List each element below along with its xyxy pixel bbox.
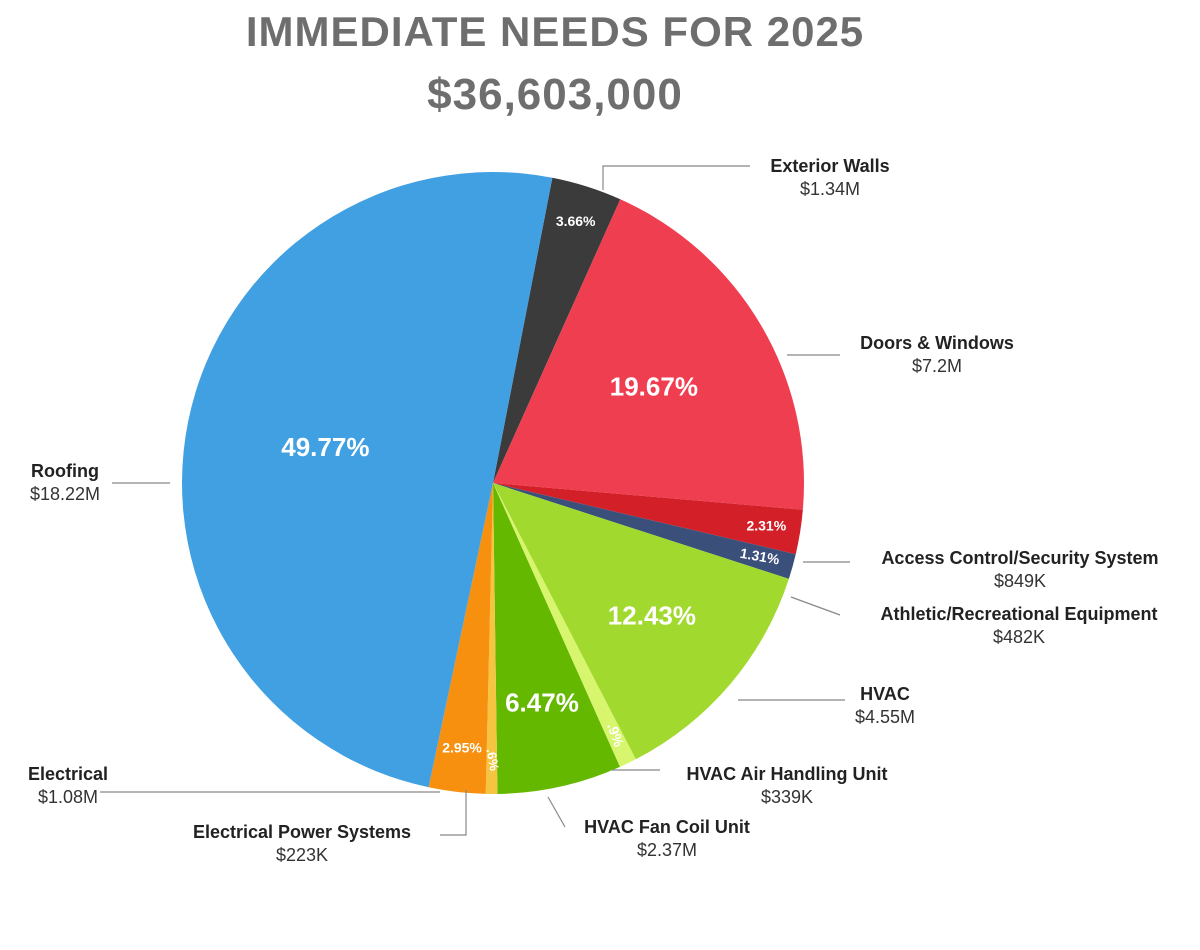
leader-line [602, 165, 750, 190]
pie-slice-5 [493, 483, 789, 760]
leader-line [547, 796, 566, 828]
pie-slice-2 [493, 199, 804, 510]
slice-name-label: HVAC Fan Coil Unit [584, 817, 750, 837]
slice-percent-label: 12.43% [608, 601, 696, 631]
slice-name-label: Doors & Windows [860, 333, 1014, 353]
slice-value-label: $7.2M [912, 356, 962, 376]
slice-name-label: Electrical [28, 764, 108, 784]
slice-name-label: HVAC Air Handling Unit [687, 764, 888, 784]
chart-title: IMMEDIATE NEEDS FOR 2025 [245, 8, 865, 55]
chart-subtitle: $36,603,000 [427, 70, 683, 119]
slice-value-label: $223K [276, 845, 328, 865]
slice-percent-label: .6% [483, 747, 502, 772]
slice-value-label: $482K [993, 627, 1045, 647]
slice-name-label: Roofing [31, 461, 99, 481]
slice-value-label: $18.22M [30, 484, 100, 504]
slice-percent-label: 2.31% [746, 517, 786, 533]
leader-line [440, 790, 467, 836]
pie-slice-6 [493, 483, 636, 767]
pie-slice-10 [181, 171, 553, 788]
slice-percent-label: 6.47% [505, 688, 579, 718]
slice-value-label: $2.37M [637, 840, 697, 860]
pie-labels: 3.66% Exterior Walls $1.34M 19.67% Doors & W… [28, 156, 1159, 865]
slice-percent-label: 3.66% [556, 213, 596, 229]
pie-slice-7 [493, 483, 620, 794]
slice-name-label: HVAC [860, 684, 910, 704]
pie-slice-3 [493, 483, 803, 555]
slice-value-label: $1.34M [800, 179, 860, 199]
leader-line [790, 596, 841, 616]
pie-slices [181, 171, 804, 794]
slice-name-label: Athletic/Recreational Equipment [880, 604, 1157, 624]
slice-value-label: $1.08M [38, 787, 98, 807]
slice-value-label: $849K [994, 571, 1046, 591]
slice-percent-label: 1.31% [739, 545, 781, 568]
pie-slice-8 [485, 483, 498, 794]
slice-value-label: $339K [761, 787, 813, 807]
slice-percent-label: 2.95% [442, 739, 482, 755]
pie-slice-4 [493, 483, 796, 579]
pie-slice-9 [428, 483, 493, 794]
slice-percent-label: 19.67% [610, 371, 698, 401]
slice-value-label: $4.55M [855, 707, 915, 727]
slice-name-label: Electrical Power Systems [193, 822, 411, 842]
slice-name-label: Access Control/Security System [881, 548, 1158, 568]
slice-percent-label: 49.77% [281, 432, 369, 462]
pie-slice-1 [493, 177, 621, 484]
slice-name-label: Exterior Walls [770, 156, 889, 176]
slice-percent-label: .9% [604, 721, 627, 750]
